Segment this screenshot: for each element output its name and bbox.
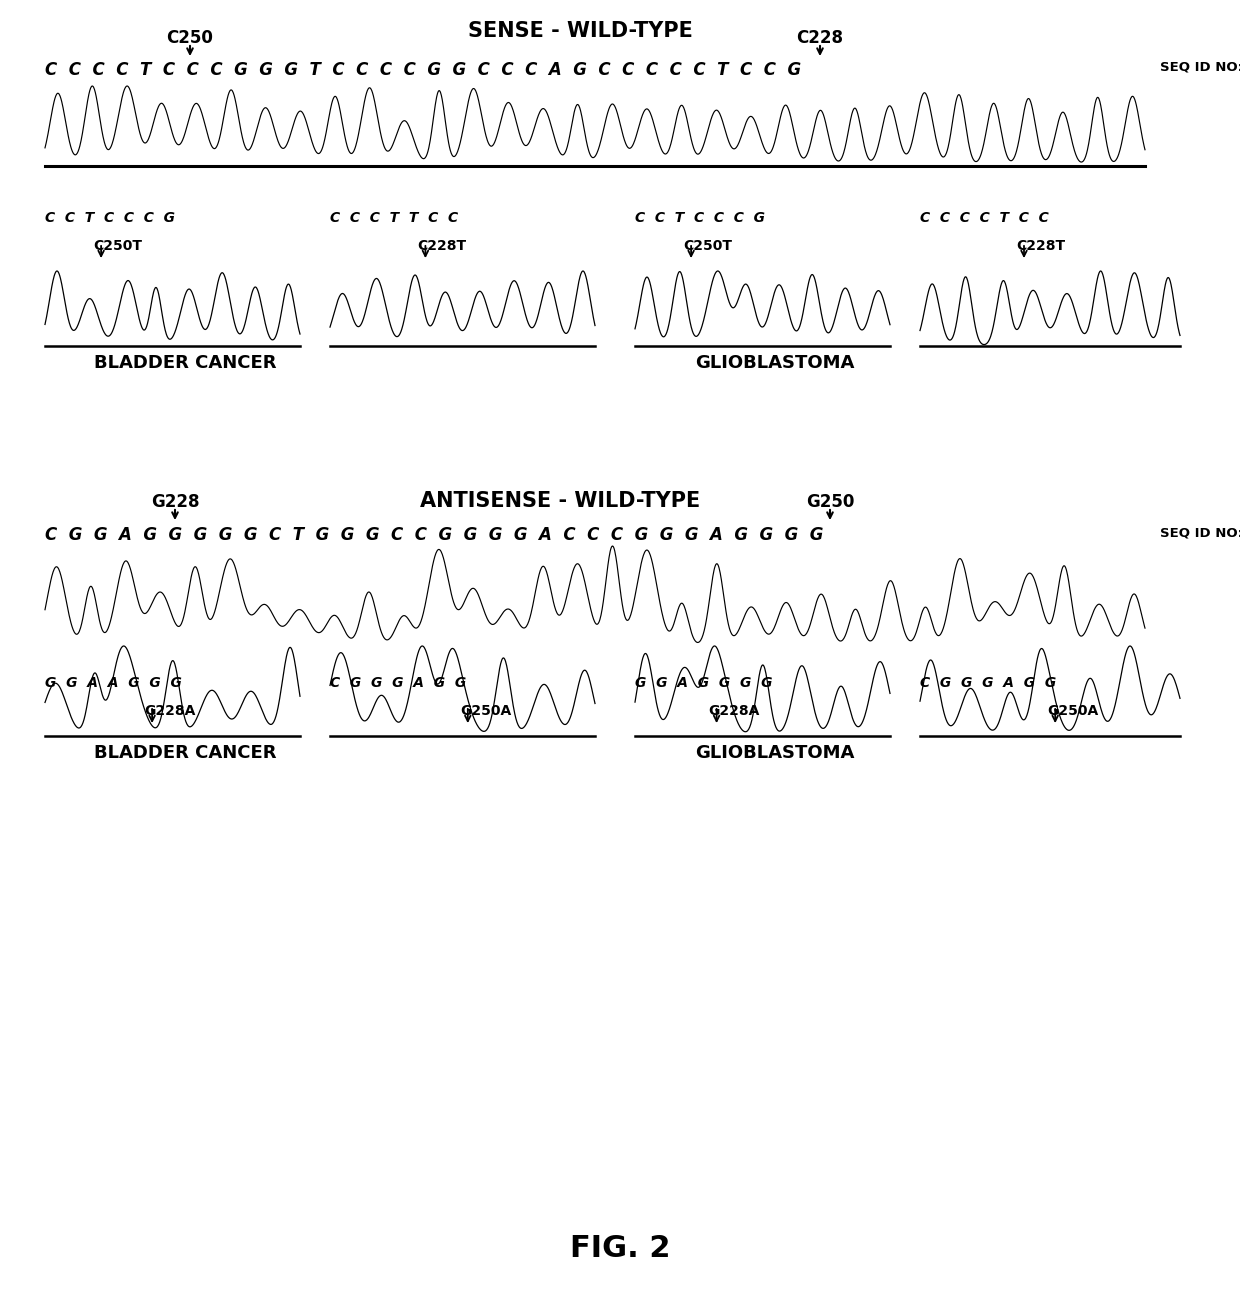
- Text: GLIOBLASTOMA: GLIOBLASTOMA: [696, 745, 854, 762]
- Text: GLIOBLASTOMA: GLIOBLASTOMA: [696, 354, 854, 372]
- Text: C  C  C  C  T  C  C: C C C C T C C: [920, 211, 1049, 225]
- Text: BLADDER CANCER: BLADDER CANCER: [94, 354, 277, 372]
- Text: C  C  T  C  C  C  G: C C T C C C G: [635, 211, 765, 225]
- Text: C250T: C250T: [93, 239, 143, 253]
- Text: C228T: C228T: [418, 239, 466, 253]
- Text: C  C  T  C  C  C  G: C C T C C C G: [45, 211, 175, 225]
- Text: C228: C228: [796, 29, 843, 47]
- Text: G  G  A  A  G  G  G: G G A A G G G: [45, 676, 182, 690]
- Text: C  G  G  G  A  G  G: C G G G A G G: [920, 676, 1056, 690]
- Text: G250A: G250A: [460, 704, 511, 718]
- Text: ANTISENSE - WILD-TYPE: ANTISENSE - WILD-TYPE: [420, 492, 701, 511]
- Text: C  G  G  A  G  G  G  G  G  C  T  G  G  G  C  C  G  G  G  G  A  C  C  C  G  G  G : C G G A G G G G G C T G G G C C G G G G …: [45, 526, 823, 544]
- Text: C250T: C250T: [683, 239, 732, 253]
- Text: G228A: G228A: [708, 704, 760, 718]
- Text: G228A: G228A: [144, 704, 196, 718]
- Text: C250: C250: [166, 29, 213, 47]
- Text: G250A: G250A: [1048, 704, 1099, 718]
- Text: G228: G228: [151, 493, 200, 511]
- Text: G  G  A  G  G  G  G: G G A G G G G: [635, 676, 773, 690]
- Text: G250: G250: [806, 493, 854, 511]
- Text: SEQ ID NO:6: SEQ ID NO:6: [1159, 62, 1240, 73]
- Text: BLADDER CANCER: BLADDER CANCER: [94, 745, 277, 762]
- Text: SENSE - WILD-TYPE: SENSE - WILD-TYPE: [467, 21, 692, 41]
- Text: FIG. 2: FIG. 2: [569, 1234, 671, 1262]
- Text: C  G  G  G  A  G  G: C G G G A G G: [330, 676, 466, 690]
- Text: SEQ ID NO:7: SEQ ID NO:7: [1159, 526, 1240, 539]
- Text: C  C  C  T  T  C  C: C C C T T C C: [330, 211, 458, 225]
- Text: C228T: C228T: [1016, 239, 1065, 253]
- Text: C  C  C  C  T  C  C  C  G  G  G  T  C  C  C  C  G  G  C  C  C  A  G  C  C  C  C : C C C C T C C C G G G T C C C C G G C C …: [45, 62, 801, 79]
